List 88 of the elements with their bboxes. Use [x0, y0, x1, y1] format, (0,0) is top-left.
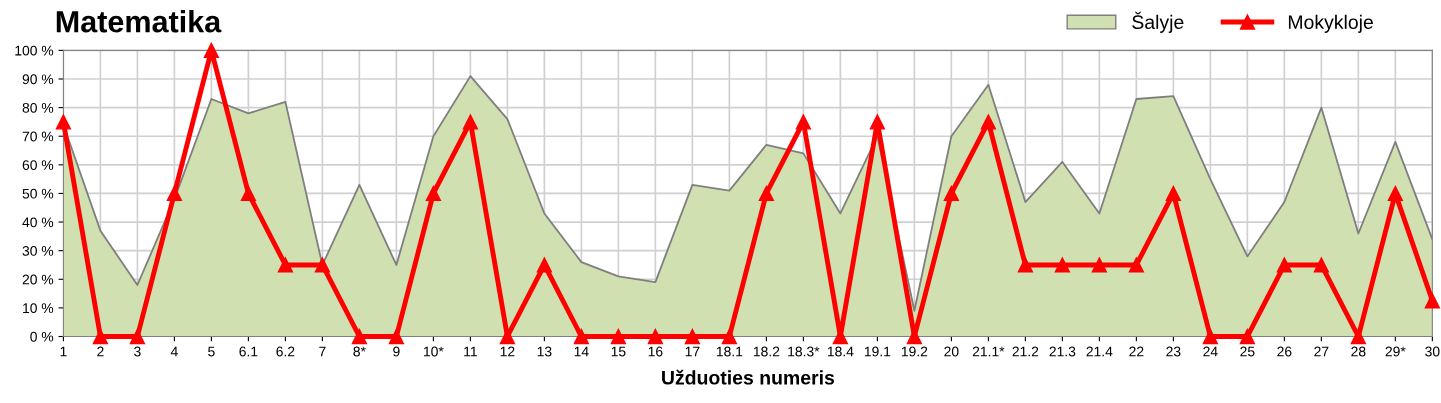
x-tick-label: 7: [319, 346, 326, 357]
y-tick-label: 30 %: [22, 246, 54, 256]
y-tick-label: 50 %: [22, 188, 54, 199]
point: [166, 185, 183, 202]
point: [1276, 257, 1292, 273]
point: [1313, 257, 1329, 273]
x-tick-label: 21.1*: [972, 346, 1005, 357]
y-tick-label: 10 %: [23, 303, 54, 314]
x-tick-label: 29*: [1385, 346, 1406, 357]
point: [1424, 293, 1440, 309]
x-tick-label: 21.3: [1049, 346, 1076, 357]
point: [1054, 257, 1071, 273]
point: [388, 328, 405, 345]
point: [573, 328, 590, 345]
point: [129, 328, 146, 345]
point: [92, 328, 109, 345]
x-tick-label: 2: [97, 346, 104, 357]
legend-label: Šalyje: [1132, 11, 1184, 33]
point: [1350, 328, 1366, 345]
point: [203, 42, 220, 59]
x-tick-label: 10*: [424, 346, 444, 357]
point: [351, 328, 368, 345]
point: [980, 114, 997, 130]
x-tick-label: 16: [648, 346, 663, 357]
y-tick-label: 80 %: [22, 102, 54, 113]
x-tick-label: 30: [1425, 346, 1440, 357]
chart-title: Matematika: [56, 10, 222, 33]
point: [536, 257, 553, 273]
x-tick-label: 27: [1314, 346, 1329, 357]
point: [277, 257, 294, 273]
x-tick-label: 11: [464, 346, 477, 357]
point: [684, 328, 701, 345]
point: [55, 114, 72, 130]
point: [462, 114, 479, 130]
x-tick-label: 17: [685, 346, 700, 357]
x-tick-label: 13: [537, 346, 552, 357]
x-tick-label: 8*: [353, 346, 366, 357]
point: [869, 114, 886, 130]
point: [1239, 328, 1256, 345]
x-tick-label: 18.2: [753, 346, 780, 357]
x-tick-label: 3: [134, 346, 141, 357]
y-tick-label: 20 %: [22, 274, 54, 285]
x-tick-label: 21.4: [1086, 346, 1113, 357]
point: [758, 185, 775, 202]
x-tick-label: 18.3*: [788, 346, 820, 357]
x-tick-label: 24: [1203, 346, 1218, 357]
x-tick-label: 19.1: [864, 346, 891, 357]
x-tick-label: 15: [611, 346, 626, 357]
x-axis-title: Užduoties numeris: [662, 369, 835, 385]
x-tick-label: 5: [208, 346, 215, 357]
point: [795, 114, 812, 130]
point: [1091, 257, 1108, 273]
point: [240, 185, 257, 202]
y-tick-label: 0 %: [30, 331, 54, 342]
point: [1017, 257, 1034, 273]
point: [610, 328, 627, 345]
point: [1387, 185, 1404, 202]
x-tick-label: 20: [944, 346, 959, 357]
y-tick-label: 70 %: [22, 131, 54, 142]
point: [425, 185, 442, 202]
x-tick-label: 14: [574, 346, 589, 357]
x-tick-label: 23: [1166, 346, 1181, 357]
x-tick-label: 1: [60, 346, 67, 357]
x-tick-label: 12: [500, 346, 515, 357]
x-tick-label: 21.2: [1012, 346, 1039, 357]
x-tick-label: 28: [1351, 346, 1366, 357]
point: [1165, 185, 1182, 202]
y-tick-label: 60 %: [22, 160, 54, 170]
x-tick-label: 25: [1240, 346, 1255, 357]
x-tick-label: 6.2: [276, 346, 295, 357]
x-tick-label: 22: [1129, 346, 1144, 357]
y-tick-label: 90 %: [22, 74, 54, 85]
x-tick-label: 9: [393, 346, 400, 357]
x-tick-label: 4: [170, 346, 178, 357]
legend-label: Mokykloje: [1288, 14, 1373, 33]
point: [721, 328, 738, 345]
x-tick-label: 18.4: [827, 346, 854, 357]
x-tick-label: 19.2: [901, 346, 928, 357]
point: [314, 257, 331, 273]
x-tick-label: 26: [1277, 346, 1292, 357]
y-tick-label: 40 %: [22, 217, 54, 228]
point: [943, 185, 960, 202]
point: [647, 328, 664, 345]
point: [1202, 328, 1219, 345]
point: [1128, 257, 1145, 273]
x-tick-label: 6.1: [239, 346, 258, 357]
y-tick-label: 100 %: [15, 45, 54, 56]
x-tick-label: 18.1: [716, 346, 743, 357]
